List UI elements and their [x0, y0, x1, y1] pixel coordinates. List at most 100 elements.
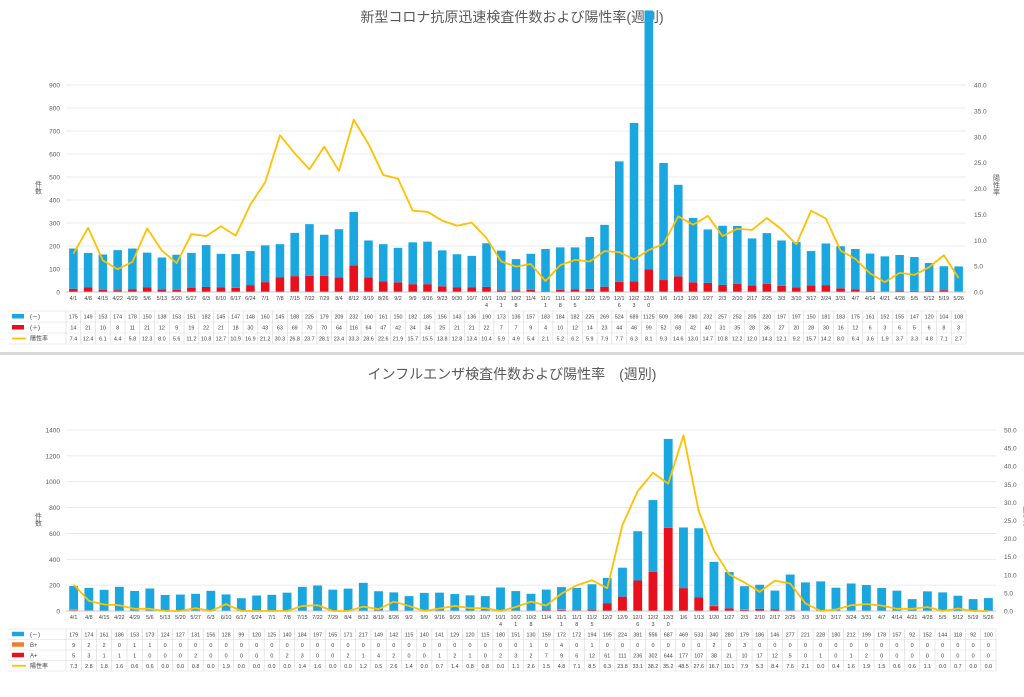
x-tick-label: 12/2 [648, 615, 659, 621]
bar [453, 254, 462, 287]
table-cell: 16.7 [709, 664, 720, 670]
table-cell: 21 [726, 653, 732, 659]
table-cell: 28 [749, 326, 755, 332]
table-cell: 0 [865, 643, 868, 649]
table-cell: 44 [616, 326, 622, 332]
table-cell: 0 [148, 653, 151, 659]
table-cell: 0 [316, 653, 319, 659]
table-cell: 165 [328, 632, 337, 638]
table-cell: 184 [556, 315, 565, 321]
table-cell: 0 [514, 643, 517, 649]
table-cell: 92 [909, 632, 915, 638]
x-tick-label: 7/8 [283, 615, 291, 621]
table-cell: 14.2 [821, 337, 832, 343]
table-cell: 21 [454, 326, 460, 332]
table-cell: 34 [424, 326, 430, 332]
bar [615, 282, 624, 292]
table-cell: 0 [240, 643, 243, 649]
y-tick-label: 1000 [46, 479, 61, 486]
table-cell: 1.2 [360, 664, 368, 670]
table-cell: 5.2 [557, 337, 565, 343]
table-cell: 232 [349, 315, 358, 321]
bar [862, 585, 871, 611]
table-cell: 116 [349, 326, 358, 332]
table-cell: 0.8 [192, 664, 200, 670]
x-tick-label: 6 [618, 303, 621, 309]
table-cell: 0 [240, 653, 243, 659]
table-cell: 1 [148, 643, 151, 649]
table-cell: 28 [808, 326, 814, 332]
table-cell: 12.7 [216, 337, 227, 343]
bar [807, 251, 816, 286]
table-cell: 172 [572, 632, 581, 638]
x-tick-label: 4/15 [99, 615, 110, 621]
bar [379, 281, 388, 292]
x-tick-label: 8/12 [358, 615, 369, 621]
legend-label: 陽性率 [30, 662, 48, 670]
table-cell: 157 [892, 632, 901, 638]
x-tick-label: 9/16 [422, 296, 433, 302]
bar [710, 606, 719, 611]
x-tick-label: 11/1 [556, 615, 566, 621]
table-cell: 153 [98, 315, 107, 321]
chart-divider [0, 352, 1024, 355]
table-cell: 0.0 [817, 664, 825, 670]
table-cell: 280 [725, 632, 734, 638]
bar [69, 609, 78, 610]
y2-tick-label: 30.0 [974, 134, 987, 141]
table-cell: 6 [898, 326, 901, 332]
x-tick-label: 8/19 [373, 615, 384, 621]
table-cell: 175 [69, 315, 78, 321]
table-cell: 100 [984, 632, 993, 638]
table-cell: 118 [954, 632, 963, 638]
x-tick-label: 12/3 [663, 615, 674, 621]
table-cell: 185 [423, 315, 432, 321]
table-cell: 144 [938, 632, 947, 638]
table-cell: 0.7 [436, 664, 444, 670]
table-cell: 10 [557, 326, 563, 332]
bar [450, 594, 459, 611]
table-cell: 4.9 [512, 337, 520, 343]
bar [320, 235, 329, 276]
table-cell: 252 [733, 315, 742, 321]
bar [679, 588, 688, 611]
x-tick-label: 4 [485, 303, 488, 309]
table-cell: 156 [206, 632, 215, 638]
table-cell: 0.6 [908, 664, 916, 670]
table-cell: 177 [679, 653, 688, 659]
x-tick-label: 2/17 [747, 296, 758, 302]
x-tick-label: 9/23 [450, 615, 461, 621]
table-cell: 689 [630, 315, 639, 321]
y2-tick-label: 20.0 [1004, 536, 1017, 543]
table-cell: 120 [925, 315, 934, 321]
table-cell: 469 [679, 632, 688, 638]
table-cell: 61 [604, 653, 610, 659]
table-cell: 150 [393, 315, 402, 321]
bar [482, 243, 491, 287]
table-cell: 161 [100, 632, 109, 638]
table-cell: 108 [954, 315, 963, 321]
x-tick-label: 4/22 [112, 296, 123, 302]
y-tick-label: 500 [49, 175, 60, 182]
x-tick-label: 2/17 [770, 615, 781, 621]
table-cell: 28.6 [363, 337, 374, 343]
table-cell: 0 [225, 653, 228, 659]
table-cell: 0 [941, 643, 944, 649]
table-cell: 63 [277, 326, 283, 332]
table-cell: 148 [246, 315, 255, 321]
y-tick-label: 600 [49, 531, 60, 538]
y-tick-label: 300 [49, 221, 60, 228]
x-tick-label: 5 [590, 622, 593, 628]
bar [541, 249, 550, 291]
bar [633, 531, 642, 580]
table-cell: 175 [851, 315, 860, 321]
table-cell: 15.5 [422, 337, 433, 343]
table-cell: 14 [587, 326, 593, 332]
x-tick-label: 4/1 [70, 296, 78, 302]
bar [69, 586, 78, 609]
x-tick-label: 2/10 [754, 615, 765, 621]
table-cell: 104 [939, 315, 948, 321]
bar [305, 276, 314, 292]
bar [394, 248, 403, 283]
table-cell: 10.8 [201, 337, 212, 343]
